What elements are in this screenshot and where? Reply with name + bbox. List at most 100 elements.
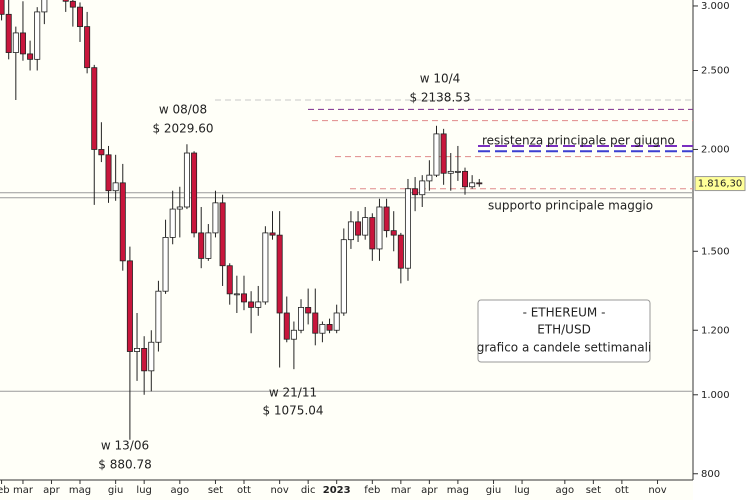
candle-body <box>326 324 333 331</box>
x-tick-label: set <box>586 485 601 496</box>
info-box <box>477 299 651 363</box>
candle-body <box>148 341 155 372</box>
candle-body <box>183 152 190 208</box>
candle-body <box>191 152 198 234</box>
level-note: resistenza principale per giugno <box>482 134 675 148</box>
candle-body <box>105 154 112 192</box>
annotation: $ 1075.04 <box>262 404 323 418</box>
candle-body <box>5 13 12 53</box>
x-tick-label: lug <box>514 485 529 496</box>
x-tick-label: apr <box>43 485 60 496</box>
candle-body <box>126 260 133 352</box>
y-tick-label: 3.000 <box>701 1 730 12</box>
candle-body <box>27 53 34 60</box>
candle-body <box>419 180 426 196</box>
y-tick-label: 800 <box>701 469 720 480</box>
y-tick-label: 1.500 <box>701 246 730 257</box>
x-tick-label: ago <box>171 485 190 496</box>
candle-body <box>369 217 376 250</box>
info-text: - ETHEREUM - <box>523 306 606 320</box>
candle-body <box>76 6 83 28</box>
candle-body <box>205 232 212 259</box>
candle-body <box>426 174 433 182</box>
candle-body <box>198 232 205 259</box>
candle-body <box>0 0 5 15</box>
candle-body <box>169 208 176 238</box>
candle-body <box>255 301 262 308</box>
y-tick-label: 2.000 <box>701 144 730 155</box>
candle-body <box>98 149 105 156</box>
candle-body <box>62 0 69 2</box>
x-tick-label: nov <box>648 485 666 496</box>
x-tick-label: mag <box>69 485 91 496</box>
candle-body <box>390 230 397 236</box>
candle-body <box>19 32 26 55</box>
annotation: w 21/11 <box>269 386 317 400</box>
candle-body <box>376 206 383 250</box>
y-tick-label: 2.500 <box>701 65 730 76</box>
candle-body <box>290 329 297 340</box>
candle-body <box>462 170 469 188</box>
candle-body <box>333 312 340 331</box>
candle-body <box>404 188 411 269</box>
x-tick-label: dic <box>301 485 316 496</box>
x-tick-label: giu <box>486 485 501 496</box>
x-tick-label: 2023 <box>323 485 351 496</box>
x-tick-label: ott <box>237 485 251 496</box>
candle-body <box>269 232 276 236</box>
candle-body <box>362 217 369 236</box>
candle-body <box>319 324 326 334</box>
info-text: grafico a candele settimanali <box>477 341 652 355</box>
candle-body <box>34 11 41 60</box>
candle-body <box>469 182 476 188</box>
candle-body <box>240 293 247 303</box>
candle-body <box>84 26 91 69</box>
last-price-box <box>694 176 746 192</box>
candle-body <box>447 170 454 174</box>
candle-body <box>440 133 447 174</box>
candle-body <box>12 32 19 53</box>
candle-body <box>176 206 183 210</box>
candle-body <box>397 234 404 269</box>
candle-body <box>162 236 169 292</box>
candle-body <box>248 301 255 308</box>
x-tick-label: giu <box>108 485 123 496</box>
x-tick-label: apr <box>421 485 438 496</box>
annotation: w 08/08 <box>159 103 207 117</box>
candle-body <box>347 221 354 241</box>
annotation: w 13/06 <box>101 439 149 453</box>
candle-body <box>226 265 233 295</box>
x-tick-label: ago <box>556 485 575 496</box>
candle-body <box>155 290 162 343</box>
candle-body <box>262 232 269 303</box>
candle-body <box>141 348 148 372</box>
candle-body <box>355 221 362 236</box>
y-tick-label: 1.000 <box>701 390 730 401</box>
candle-body <box>212 202 219 234</box>
level-note: supporto principale maggio <box>488 199 653 213</box>
candle-body <box>298 307 305 331</box>
candle-body <box>276 234 283 314</box>
x-tick-label: mar <box>391 485 412 496</box>
info-text: ETH/USD <box>537 323 591 337</box>
x-tick-label: feb <box>364 485 380 496</box>
annotation: $ 880.78 <box>98 458 151 472</box>
candle-body <box>69 0 76 8</box>
x-tick-label: ott <box>615 485 629 496</box>
candle-body <box>476 182 483 185</box>
x-tick-label: set <box>208 485 223 496</box>
candle-body <box>383 206 390 232</box>
candle-body <box>340 239 347 314</box>
annotation: $ 2029.60 <box>152 122 213 136</box>
candle-body <box>119 182 126 262</box>
x-tick-label: mag <box>447 485 469 496</box>
x-tick-label: mar <box>13 485 34 496</box>
candle-body <box>454 170 461 173</box>
candle-body <box>305 307 312 314</box>
candle-body <box>41 0 48 13</box>
candle-body <box>91 67 98 150</box>
plot-area <box>0 0 693 440</box>
axis-panel <box>693 0 750 500</box>
